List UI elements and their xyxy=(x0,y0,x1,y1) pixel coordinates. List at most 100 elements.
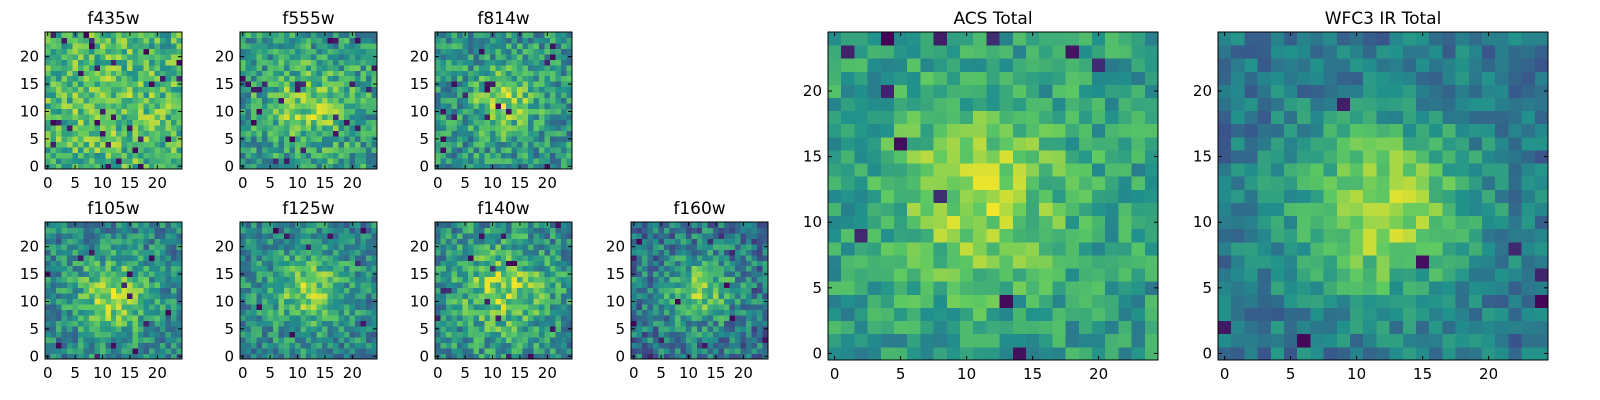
heatmap-cell xyxy=(300,326,307,332)
heatmap-cell xyxy=(462,48,469,55)
heatmap-cell xyxy=(327,152,334,159)
heatmap-cell xyxy=(467,260,474,267)
heatmap-cell xyxy=(94,282,101,289)
heatmap-cell xyxy=(138,42,145,49)
heatmap-cell xyxy=(116,53,123,60)
heatmap-cell xyxy=(740,337,747,343)
heatmap-cell xyxy=(973,189,987,203)
heatmap-cell xyxy=(267,147,274,153)
heatmap-cell xyxy=(718,326,725,332)
heatmap-cell xyxy=(327,37,334,44)
heatmap-cell xyxy=(724,337,731,343)
heatmap-cell xyxy=(841,163,855,177)
heatmap-cell xyxy=(66,48,73,55)
heatmap-cell xyxy=(724,298,731,305)
heatmap-cell xyxy=(528,222,535,228)
heatmap-cell xyxy=(907,163,921,177)
heatmap-cell xyxy=(256,326,263,332)
heatmap-cell xyxy=(105,86,112,93)
heatmap-cell xyxy=(278,238,285,245)
heatmap-cell xyxy=(127,152,134,159)
heatmap-cell xyxy=(506,293,513,300)
heatmap-cell xyxy=(462,158,469,164)
heatmap-cell xyxy=(1092,215,1106,230)
heatmap-cell xyxy=(467,271,474,278)
heatmap-cell xyxy=(366,97,372,104)
heatmap-cell xyxy=(116,70,123,77)
heatmap-cell xyxy=(451,125,458,132)
heatmap-cell xyxy=(366,293,372,300)
heatmap-cell xyxy=(506,141,513,148)
heatmap-cell xyxy=(165,92,172,99)
heatmap-cell xyxy=(355,81,361,88)
heatmap-cell xyxy=(555,97,562,104)
heatmap-cell xyxy=(94,97,101,104)
heatmap-cell xyxy=(66,81,73,88)
heatmap-cell xyxy=(828,294,842,308)
heatmap-cell xyxy=(467,276,474,283)
heatmap-cell xyxy=(333,147,340,153)
heatmap-cell xyxy=(105,48,112,55)
heatmap-cell xyxy=(751,243,758,250)
heatmap-cell xyxy=(344,320,350,327)
heatmap-cell xyxy=(55,222,62,228)
heatmap-cell xyxy=(1026,176,1040,190)
heatmap-cell xyxy=(261,32,268,38)
heatmap-cell xyxy=(636,304,643,311)
heatmap-cell xyxy=(171,315,177,322)
heatmap-cell xyxy=(149,293,155,300)
heatmap-cell xyxy=(99,287,106,294)
heatmap-cell xyxy=(986,320,1000,335)
heatmap-cell xyxy=(652,254,659,261)
heatmap-cell xyxy=(338,81,345,88)
heatmap-cell xyxy=(440,287,447,294)
heatmap-cell xyxy=(489,320,496,327)
heatmap-cell xyxy=(854,189,868,203)
heatmap-cell xyxy=(489,86,496,93)
heatmap-cell xyxy=(105,227,112,234)
heatmap-cell xyxy=(495,298,502,305)
heatmap-cell xyxy=(696,304,703,311)
heatmap-cell xyxy=(528,103,535,110)
heatmap-cell xyxy=(986,294,1000,308)
heatmap-cell xyxy=(652,342,659,349)
heatmap-cell xyxy=(366,103,372,110)
heatmap-cell xyxy=(440,320,447,327)
heatmap-cell xyxy=(371,32,378,38)
heatmap-cell xyxy=(149,119,155,126)
heatmap-cell xyxy=(445,147,452,153)
heatmap-cell xyxy=(658,298,665,305)
heatmap-cell xyxy=(740,254,747,261)
heatmap-cell xyxy=(311,276,318,283)
heatmap-cell xyxy=(1052,176,1066,190)
heatmap-cell xyxy=(50,64,57,71)
heatmap-cell xyxy=(517,42,524,49)
heatmap-cell xyxy=(116,337,123,343)
heatmap-cell xyxy=(907,202,921,217)
heatmap-cell xyxy=(272,163,279,170)
heatmap-cell xyxy=(456,353,463,360)
heatmap-cells xyxy=(45,32,183,170)
heatmap-cell xyxy=(366,119,372,126)
heatmap-cell xyxy=(652,238,659,245)
heatmap-cell xyxy=(55,147,62,153)
heatmap-cell xyxy=(740,293,747,300)
heatmap-cell xyxy=(451,249,458,256)
heatmap-cell xyxy=(355,147,361,153)
heatmap-cell xyxy=(467,152,474,159)
heatmap-cell xyxy=(283,337,290,343)
heatmap-cell xyxy=(83,276,90,283)
heatmap-cell xyxy=(435,158,441,164)
heatmap-cell xyxy=(366,163,372,170)
heatmap-cell xyxy=(757,232,763,239)
heatmap-cell xyxy=(440,103,447,110)
heatmap-cell xyxy=(435,125,441,132)
heatmap-cell xyxy=(289,97,296,104)
heatmap-cell xyxy=(522,53,529,60)
heatmap-cell xyxy=(647,309,654,316)
heatmap-cell xyxy=(451,282,458,289)
heatmap-cell xyxy=(94,37,101,44)
heatmap-cell xyxy=(94,293,101,300)
heatmap-cell xyxy=(828,150,842,164)
heatmap-cell xyxy=(105,103,112,110)
